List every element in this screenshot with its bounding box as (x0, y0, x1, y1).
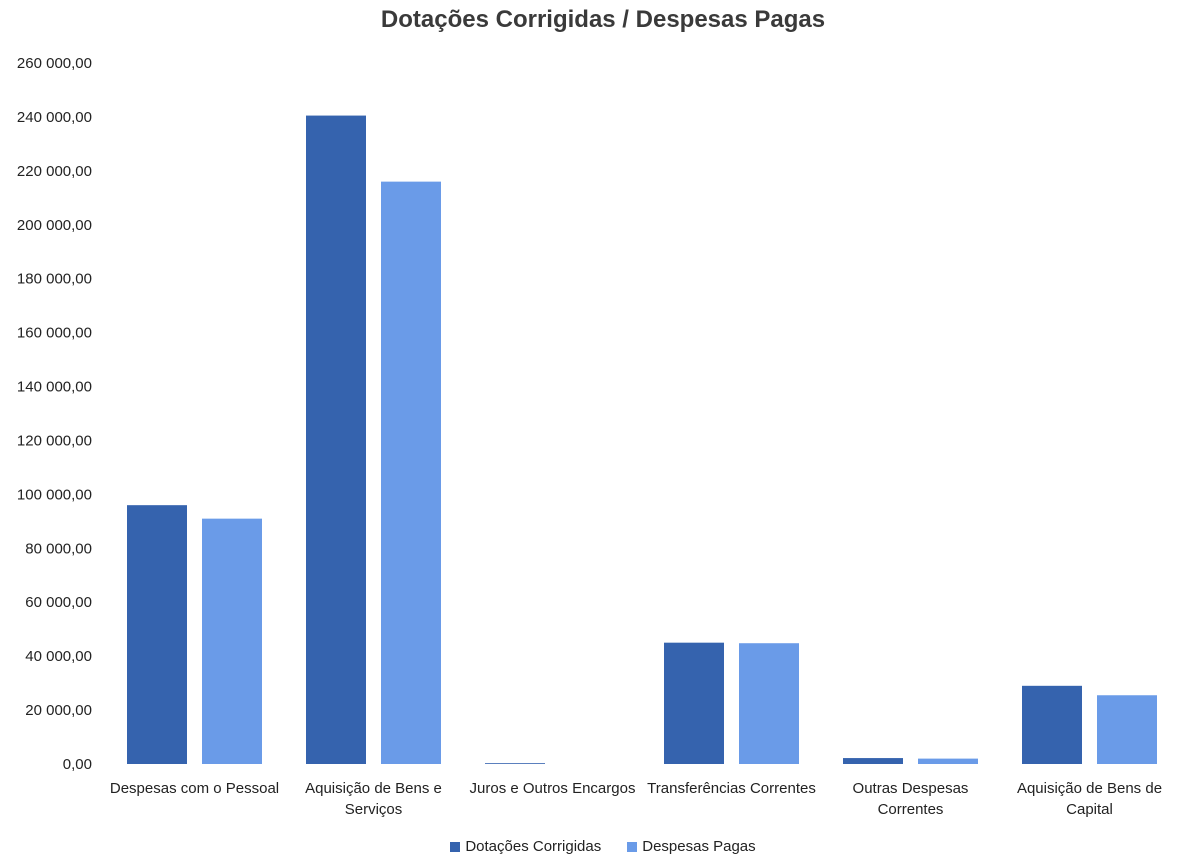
bar-dotacoes-3 (664, 642, 724, 764)
y-tick-label: 60 000,00 (25, 594, 92, 611)
bar-despesas-pagas-4 (918, 758, 978, 764)
bar-despesas-pagas-0 (202, 518, 262, 764)
y-tick-label: 0,00 (63, 756, 92, 773)
bar-despesas-pagas-5 (1097, 695, 1157, 764)
legend: Dotações Corrigidas Despesas Pagas (0, 838, 1179, 855)
y-tick-label: 160 000,00 (17, 325, 92, 342)
y-tick-label: 200 000,00 (17, 217, 92, 234)
y-tick-label: 220 000,00 (17, 163, 92, 180)
x-category-label: Despesas com o Pessoal (110, 780, 279, 797)
bar-dotacoes-0 (127, 505, 187, 764)
x-category-label: Aquisição de Bens e Serviços (305, 780, 442, 818)
bar-dotacoes-2 (485, 763, 545, 764)
bar-despesas-pagas-1 (381, 181, 441, 765)
x-category-label: Transferências Correntes (647, 780, 816, 797)
y-tick-label: 40 000,00 (25, 648, 92, 665)
y-tick-label: 240 000,00 (17, 109, 92, 126)
legend-item-despesas-pagas: Despesas Pagas (627, 838, 756, 855)
chart-title: Dotações Corrigidas / Despesas Pagas (380, 6, 826, 33)
legend-label-despesas-pagas: Despesas Pagas (642, 838, 756, 855)
y-tick-label: 80 000,00 (25, 540, 92, 557)
y-tick-label: 140 000,00 (17, 379, 92, 396)
bar-dotacoes-5 (1022, 685, 1082, 764)
bar-dotacoes-4 (843, 758, 903, 764)
x-category-label: Outras Despesas Correntes (853, 780, 969, 818)
y-tick-label: 120 000,00 (17, 432, 92, 449)
legend-swatch-despesas-pagas (627, 841, 638, 852)
y-tick-label: 20 000,00 (25, 702, 92, 719)
legend-swatch-dotacoes (450, 841, 461, 852)
bar-dotacoes-1 (306, 115, 366, 764)
bar-despesas-pagas-3 (739, 643, 799, 764)
x-category-label: Juros e Outros Encargos (470, 780, 636, 797)
x-category-label: Aquisição de Bens de Capital (1017, 780, 1162, 818)
y-tick-label: 260 000,00 (17, 55, 92, 72)
y-tick-label: 180 000,00 (17, 271, 92, 288)
legend-item-dotacoes: Dotações Corrigidas (450, 838, 601, 855)
y-tick-label: 100 000,00 (17, 486, 92, 503)
legend-label-dotacoes: Dotações Corrigidas (465, 838, 602, 855)
